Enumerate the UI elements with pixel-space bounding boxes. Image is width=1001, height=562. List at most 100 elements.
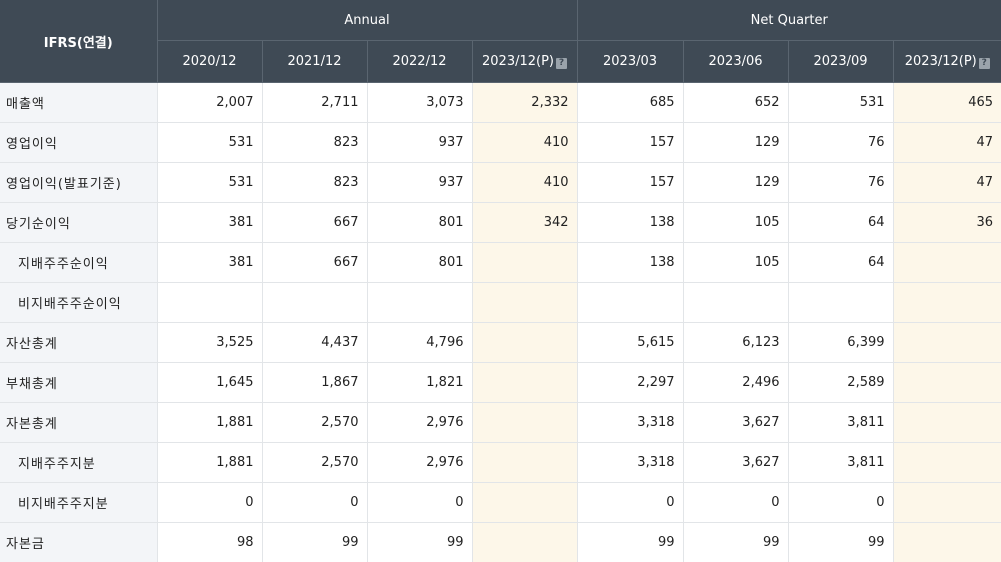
table-cell: 3,811: [788, 443, 893, 483]
table-cell: 342: [472, 203, 577, 243]
table-cell: 465: [893, 83, 1001, 123]
table-cell: 0: [367, 483, 472, 523]
table-cell: 0: [577, 483, 683, 523]
table-row: 비지배주주순이익: [0, 283, 1001, 323]
table-cell: 823: [262, 163, 367, 203]
table-cell: 0: [683, 483, 788, 523]
help-icon[interactable]: ?: [556, 58, 567, 69]
table-cell: 99: [788, 523, 893, 562]
period-header: 2023/09: [788, 41, 893, 83]
table-cell: 2,570: [262, 443, 367, 483]
table-cell: 4,437: [262, 323, 367, 363]
table-cell: 2,976: [367, 443, 472, 483]
row-label: 자본금: [0, 523, 157, 562]
table-cell: [472, 443, 577, 483]
table-cell: [893, 243, 1001, 283]
table-cell: 4,796: [367, 323, 472, 363]
table-cell: [788, 283, 893, 323]
row-label: 영업이익(발표기준): [0, 163, 157, 203]
help-icon[interactable]: ?: [979, 58, 990, 69]
table-cell: [472, 403, 577, 443]
table-cell: 6,399: [788, 323, 893, 363]
table-cell: 3,811: [788, 403, 893, 443]
table-cell: 99: [683, 523, 788, 562]
row-label: 매출액: [0, 83, 157, 123]
table-cell: 3,627: [683, 443, 788, 483]
table-cell: 47: [893, 163, 1001, 203]
table-cell: 0: [262, 483, 367, 523]
table-cell: 2,007: [157, 83, 262, 123]
table-cell: 2,570: [262, 403, 367, 443]
table-cell: 157: [577, 123, 683, 163]
row-label: 지배주주지분: [0, 443, 157, 483]
table-cell: 129: [683, 163, 788, 203]
table-cell: 1,881: [157, 403, 262, 443]
table-cell: 937: [367, 123, 472, 163]
table-cell: 937: [367, 163, 472, 203]
table-cell: 76: [788, 123, 893, 163]
table-cell: 3,525: [157, 323, 262, 363]
row-label: 당기순이익: [0, 203, 157, 243]
table-cell: 105: [683, 203, 788, 243]
table-cell: [893, 523, 1001, 562]
table-cell: [577, 283, 683, 323]
table-cell: 2,711: [262, 83, 367, 123]
row-label: 비지배주주지분: [0, 483, 157, 523]
table-cell: 98: [157, 523, 262, 562]
table-cell: 138: [577, 203, 683, 243]
table-cell: 5,615: [577, 323, 683, 363]
table-cell: [472, 283, 577, 323]
table-cell: 47: [893, 123, 1001, 163]
table-cell: [893, 403, 1001, 443]
table-cell: 685: [577, 83, 683, 123]
period-header: 2023/06: [683, 41, 788, 83]
table-cell: 531: [157, 163, 262, 203]
table-cell: 3,318: [577, 443, 683, 483]
table-cell: 36: [893, 203, 1001, 243]
table-cell: 801: [367, 243, 472, 283]
row-label: 부채총계: [0, 363, 157, 403]
table-cell: 3,073: [367, 83, 472, 123]
quarter-group-header: Net Quarter: [577, 0, 1001, 41]
table-cell: 76: [788, 163, 893, 203]
table-cell: 667: [262, 203, 367, 243]
table-cell: [367, 283, 472, 323]
corner-header: IFRS(연결): [0, 0, 157, 83]
table-cell: 2,496: [683, 363, 788, 403]
table-cell: 667: [262, 243, 367, 283]
table-cell: 99: [577, 523, 683, 562]
table-cell: 381: [157, 243, 262, 283]
table-cell: 2,976: [367, 403, 472, 443]
row-label: 자본총계: [0, 403, 157, 443]
table-cell: [893, 283, 1001, 323]
table-cell: 2,332: [472, 83, 577, 123]
annual-group-header: Annual: [157, 0, 577, 41]
table-cell: 2,297: [577, 363, 683, 403]
table-cell: 157: [577, 163, 683, 203]
table-cell: 138: [577, 243, 683, 283]
table-cell: 3,627: [683, 403, 788, 443]
row-label: 지배주주순이익: [0, 243, 157, 283]
table-cell: 99: [262, 523, 367, 562]
table-cell: 1,645: [157, 363, 262, 403]
table-cell: [472, 323, 577, 363]
table-cell: 6,123: [683, 323, 788, 363]
table-cell: 410: [472, 123, 577, 163]
table-cell: 652: [683, 83, 788, 123]
row-label: 비지배주주순이익: [0, 283, 157, 323]
table-cell: 64: [788, 243, 893, 283]
period-header-provisional: 2023/12(P)?: [472, 41, 577, 83]
table-cell: [472, 363, 577, 403]
table-cell: 2,589: [788, 363, 893, 403]
period-header: 2023/03: [577, 41, 683, 83]
table-cell: 1,867: [262, 363, 367, 403]
table-cell: 1,881: [157, 443, 262, 483]
